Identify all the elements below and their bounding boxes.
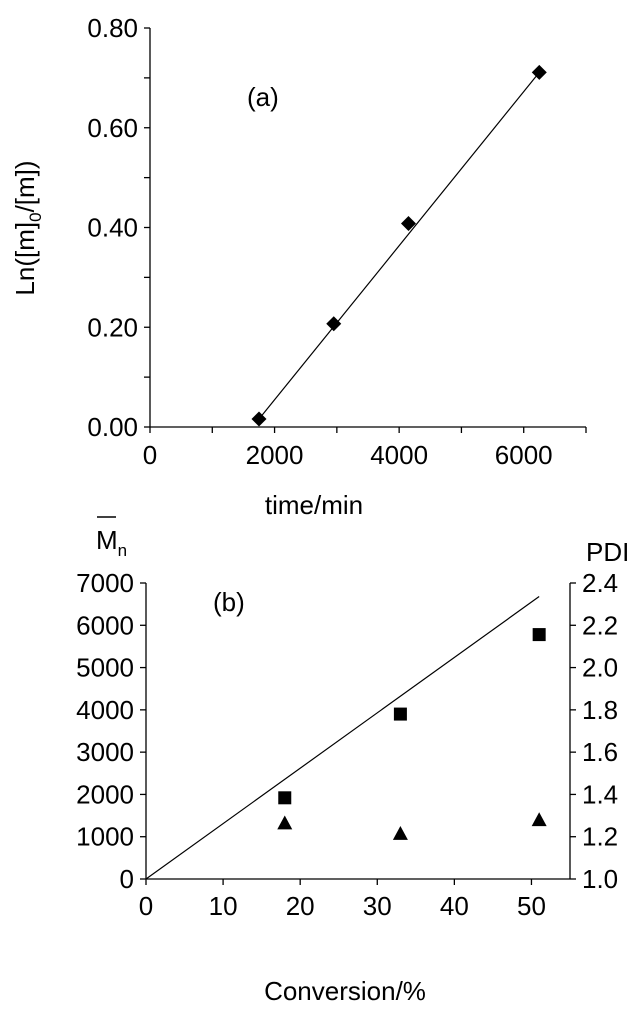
panel-a-diamond-point (400, 216, 416, 232)
panel-b-left-axis-title: Mn (96, 525, 127, 560)
panel-b-square-point (532, 628, 546, 642)
panel-a-x-tick-label: 0 (143, 440, 157, 470)
panel-b-x-tick-label: 50 (517, 891, 546, 921)
panel-b-left-y-tick-label: 4000 (76, 695, 134, 725)
panel-b-right-y-tick-label: 1.0 (582, 864, 618, 894)
panel-a-y-tick-label: 0.40 (87, 213, 138, 243)
panel-b-triangle-point (277, 815, 293, 830)
panel-b-x-tick-label: 0 (139, 891, 153, 921)
panel-b-left-y-tick-label: 7000 (76, 568, 134, 598)
panel-a-diamond-point (251, 411, 267, 427)
panel-a-y-tick-label: 0.80 (87, 13, 138, 43)
panel-b-ticks (140, 582, 576, 885)
panel-a-diamond-point (531, 64, 547, 80)
panel-b-right-y-tick-label: 1.4 (582, 779, 618, 809)
panel-a-y-tick-label: 0.60 (87, 113, 138, 143)
panel-b-left-y-tick-label: 5000 (76, 653, 134, 683)
panel-a-tick-labels: 0 2000 4000 6000 0.00 0.20 0.40 0.60 0.80 (87, 13, 552, 470)
panel-b-x-tick-label: 40 (440, 891, 469, 921)
panel-a-x-tick-label: 4000 (370, 440, 428, 470)
panel-b-x-axis-title: Conversion/% (264, 976, 426, 1006)
panel-b-left-y-tick-label: 0 (120, 864, 134, 894)
panel-a-axes (149, 28, 586, 428)
panel-b-triangle-point (392, 826, 408, 840)
panel-b-right-y-tick-label: 1.8 (582, 695, 618, 725)
panel-b-fit-line-segment (145, 596, 540, 880)
panel-b-chart: 0 10 20 30 40 50 0 1000 2000 3000 4000 5000 6000 7000… (76, 516, 629, 1006)
panel-a-y-axis-title-rest: /[m]) (10, 160, 40, 212)
panel-a-fit-line-segment (258, 72, 540, 420)
panel-a-x-tick-label: 2000 (246, 440, 304, 470)
panel-a-y-axis-title-base: Ln([m] (10, 222, 40, 296)
panel-b-left-axis-title-base: M (96, 525, 118, 555)
panel-b-data-points (277, 628, 547, 840)
panel-a-x-tick-label: 6000 (495, 440, 553, 470)
panel-a-chart: 0 2000 4000 6000 0.00 0.20 0.40 0.60 0.80 (a) ti… (10, 13, 587, 520)
panel-a-y-axis-title: Ln([m]0/[m]) (10, 160, 45, 295)
panel-b-triangle-point (531, 812, 547, 827)
panel-b-axes (145, 583, 571, 880)
panel-a-data-points (251, 64, 547, 427)
panel-a-diamond-point (326, 316, 342, 332)
panel-b-left-y-tick-label: 1000 (76, 822, 134, 852)
panel-b-fit-line (145, 596, 540, 880)
panel-a-y-axis-title-sub: 0 (26, 212, 45, 221)
panel-b-x-tick-label: 30 (363, 891, 392, 921)
panel-b-right-y-tick-label: 2.0 (582, 653, 618, 683)
panel-b-right-y-tick-label: 2.4 (582, 568, 618, 598)
panel-b-square-point (393, 707, 407, 721)
panel-b-tick-labels: 0 10 20 30 40 50 0 1000 2000 3000 4000 5000 6000 7000… (76, 568, 618, 921)
panel-a-fit-line (258, 72, 540, 420)
panel-b-label: (b) (213, 587, 245, 617)
panel-b-right-y-tick-label: 2.2 (582, 610, 618, 640)
panel-b-right-axis-title: PDI (586, 537, 629, 567)
panel-b-square-point (278, 791, 292, 805)
panel-b-left-y-tick-label: 6000 (76, 610, 134, 640)
panel-a-ticks (144, 27, 587, 433)
panel-b-left-y-tick-label: 3000 (76, 737, 134, 767)
panel-b-x-tick-label: 10 (209, 891, 238, 921)
panel-b-left-y-tick-label: 2000 (76, 779, 134, 809)
panel-a-x-axis-title: time/min (265, 490, 363, 520)
panel-b-x-tick-label: 20 (286, 891, 315, 921)
panel-a-y-tick-label: 0.20 (87, 312, 138, 342)
panel-a-y-tick-label: 0.00 (87, 412, 138, 442)
panel-b-right-y-tick-label: 1.6 (582, 737, 618, 767)
panel-b-right-y-tick-label: 1.2 (582, 822, 618, 852)
panel-b-left-axis-title-sub: n (118, 541, 127, 560)
panel-a-label: (a) (247, 82, 279, 112)
